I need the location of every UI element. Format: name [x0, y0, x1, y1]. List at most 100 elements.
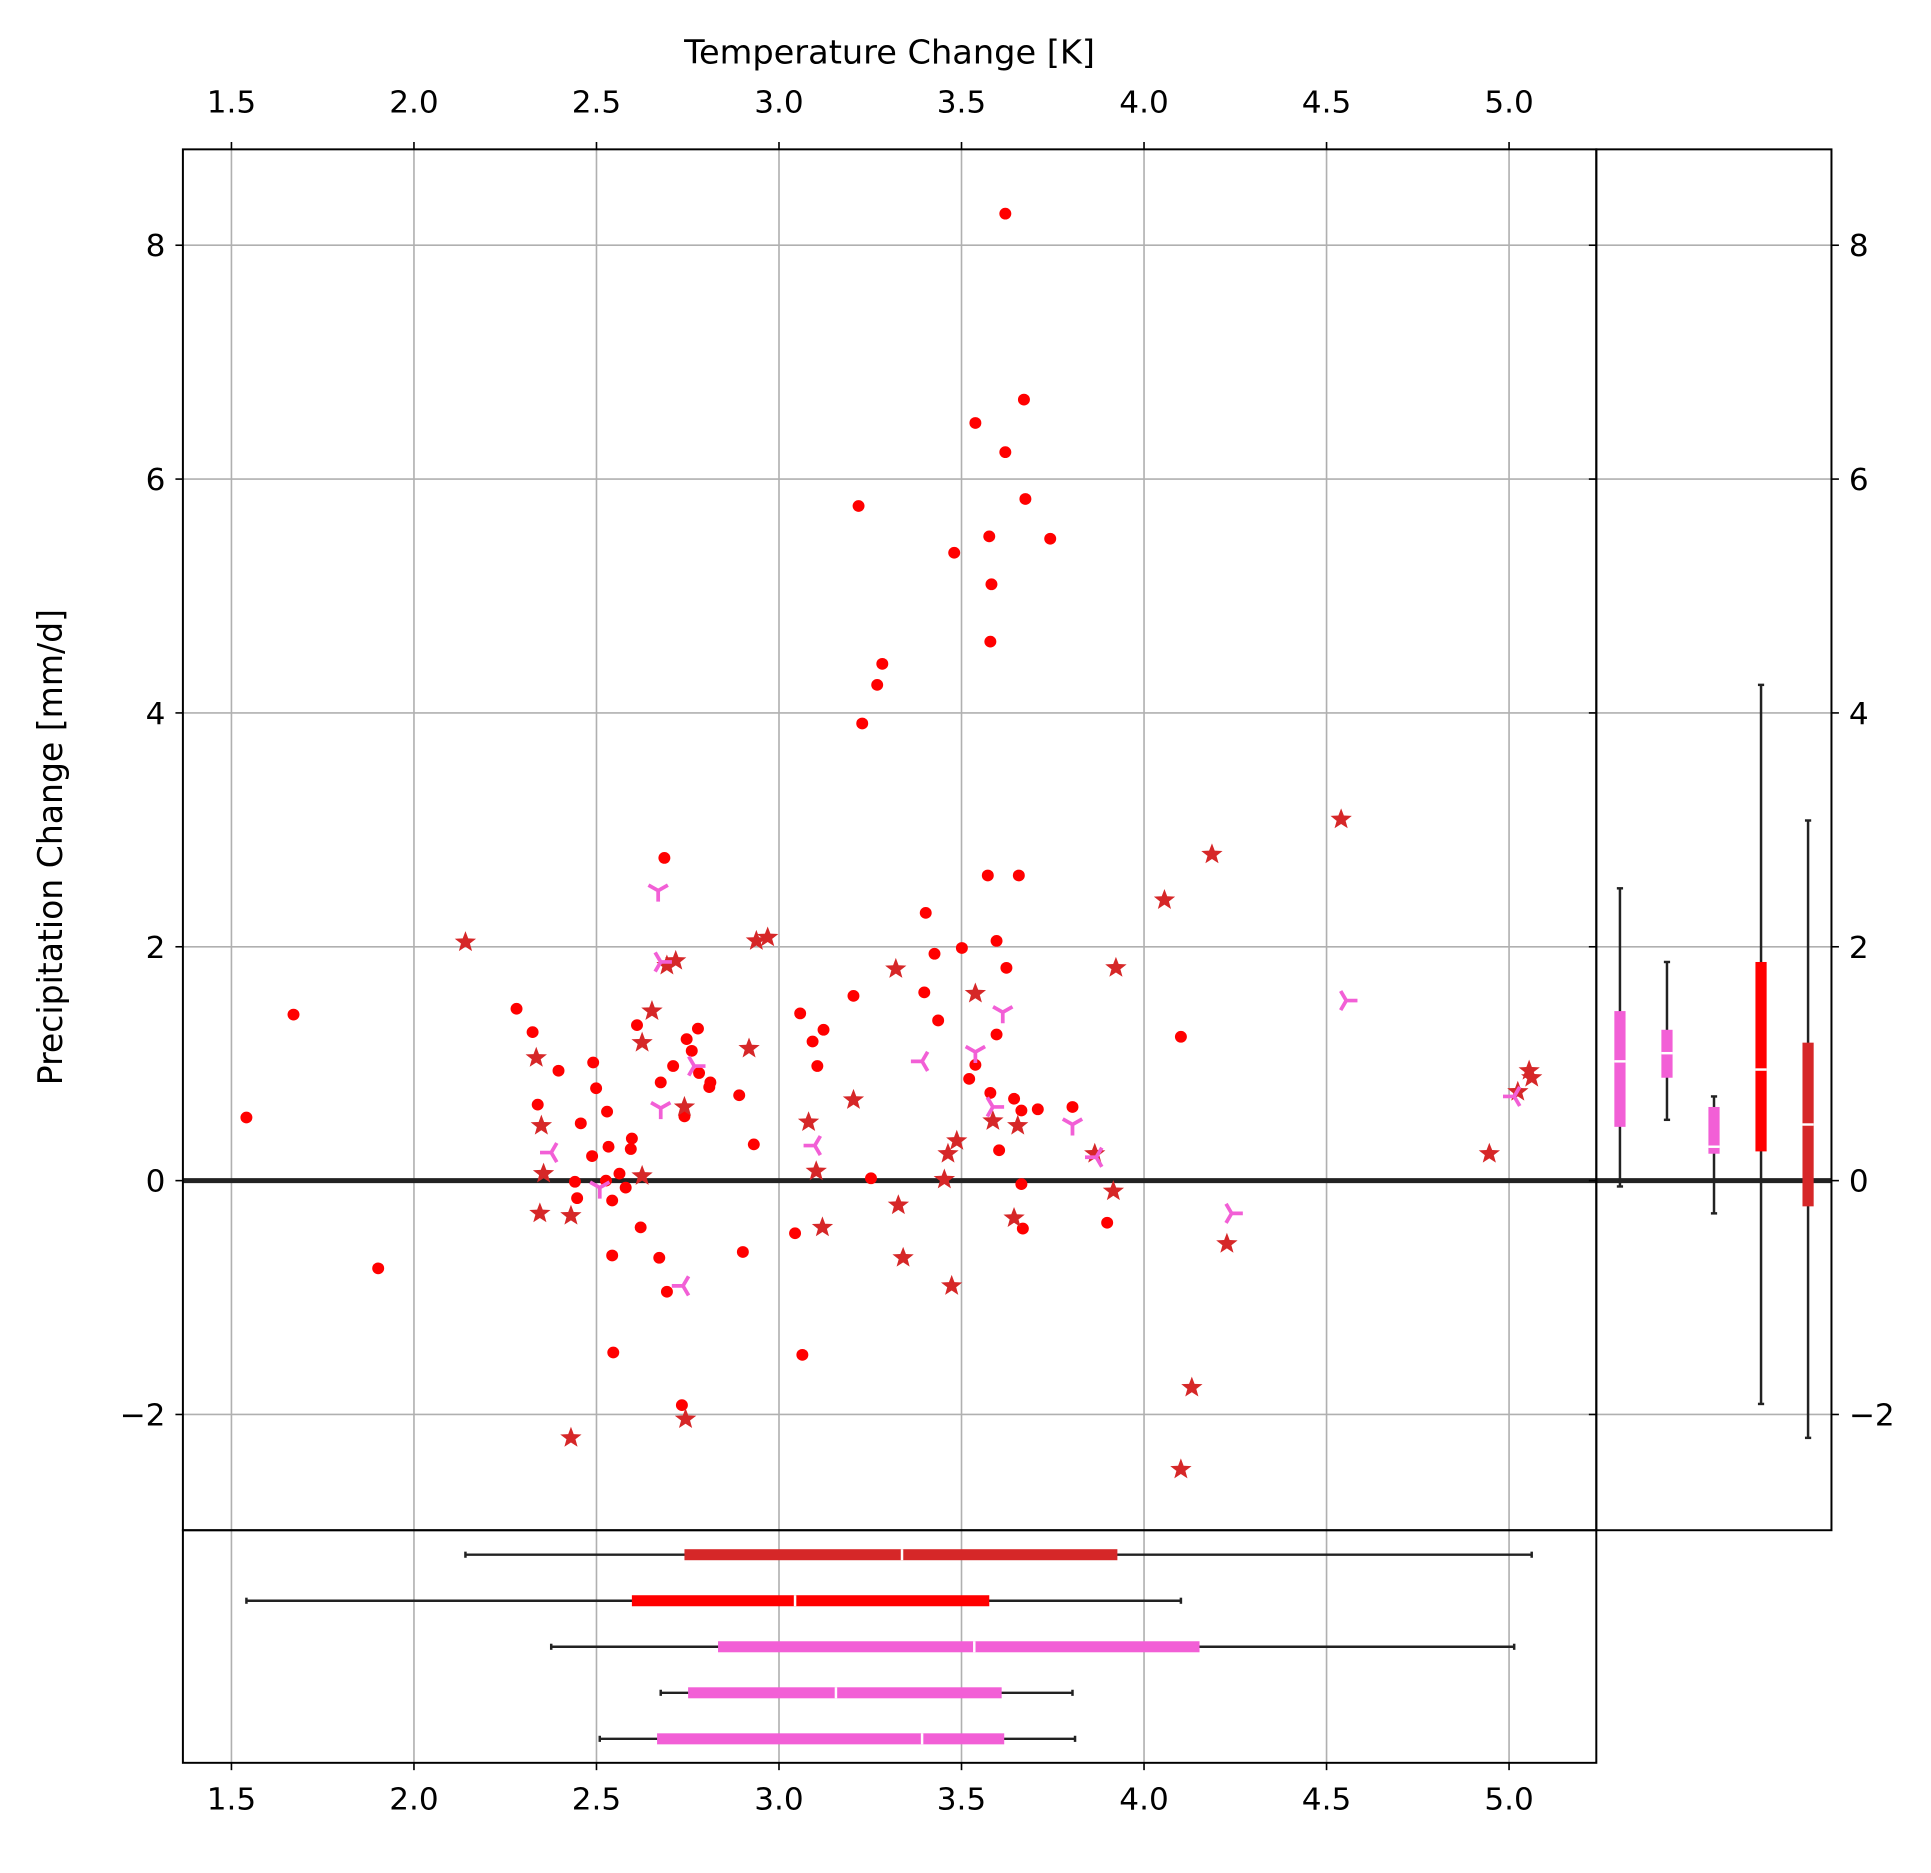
tri-marker-stroke — [687, 1055, 706, 1077]
dot-marker — [606, 1194, 619, 1207]
dot-marker — [1008, 1092, 1021, 1105]
star-marker — [1216, 1232, 1238, 1253]
dot-marker — [240, 1111, 253, 1124]
dot-marker — [602, 1140, 615, 1153]
dot-marker — [660, 1285, 673, 1298]
dot-marker — [372, 1262, 385, 1275]
dot-marker — [993, 1144, 1006, 1157]
x-tick-label-top: 1.5 — [207, 85, 256, 121]
y-tick-label-left: 2 — [146, 930, 166, 966]
dot-marker — [619, 1181, 632, 1194]
dot-marker — [789, 1227, 802, 1240]
tri-marker — [1339, 990, 1358, 1012]
bottom-box — [718, 1641, 1200, 1653]
dot-marker — [510, 1002, 523, 1015]
tri-marker-stroke — [1061, 1117, 1084, 1136]
tri-marker-stroke — [650, 1101, 672, 1120]
dot-marker — [948, 546, 961, 559]
tri-marker-stroke — [992, 1005, 1014, 1024]
dot-marker — [969, 417, 982, 429]
dot-marker — [691, 1022, 704, 1035]
y-tick-label-left: 4 — [146, 696, 166, 732]
dot-marker — [1000, 961, 1013, 974]
y-tick-label-right: 4 — [1849, 696, 1869, 732]
tri-marker — [1502, 1085, 1522, 1107]
tri-marker — [687, 1055, 706, 1077]
tri-marker — [650, 1101, 672, 1120]
star-marker — [1518, 1059, 1540, 1080]
right-box — [1708, 1106, 1720, 1154]
star-marker — [982, 1109, 1004, 1130]
right-box — [1755, 961, 1767, 1152]
dot-marker — [981, 869, 994, 882]
x-tick-label-top: 3.5 — [937, 85, 986, 121]
x-tick-label-bottom: 4.5 — [1302, 1782, 1351, 1818]
x-tick-label-top: 3.0 — [754, 85, 803, 121]
star-marker — [1105, 956, 1127, 977]
dot-marker — [586, 1150, 599, 1162]
star-marker — [1170, 1458, 1192, 1479]
star-marker — [940, 1274, 963, 1295]
tri-marker-stroke — [910, 1050, 930, 1072]
boxplots — [245, 683, 1814, 1745]
star-marker — [1003, 1207, 1025, 1227]
dot-marker — [963, 1073, 976, 1085]
x-tick-label-top: 2.0 — [389, 85, 438, 121]
x-axis-label: Temperature Change [K] — [683, 33, 1095, 72]
star-marker — [756, 926, 779, 947]
star-marker — [887, 1194, 910, 1215]
star-marker — [811, 1216, 834, 1237]
tri-marker-stroke — [1339, 990, 1358, 1012]
axes-frames — [181, 148, 1833, 1764]
dot-marker — [1019, 493, 1032, 505]
dot-marker — [531, 1098, 544, 1111]
dot-marker — [796, 1348, 809, 1361]
dot-marker — [1015, 1178, 1028, 1191]
dot-marker — [704, 1076, 717, 1089]
star-marker — [805, 1160, 827, 1181]
dot-marker — [794, 1007, 807, 1020]
tri-marker-stroke — [589, 1180, 611, 1199]
star-marker — [1330, 808, 1352, 829]
y-tick-label-right: 6 — [1849, 462, 1869, 498]
y-tick-label-right: 0 — [1849, 1164, 1869, 1200]
dot-marker — [985, 578, 998, 591]
y-tick-label-left: 8 — [146, 228, 166, 264]
star-marker — [964, 982, 987, 1003]
x-tick-label-bottom: 2.0 — [389, 1782, 438, 1818]
star-marker — [454, 931, 477, 952]
tri-marker — [540, 1142, 559, 1164]
star-marker — [842, 1088, 865, 1109]
star-marker — [631, 1031, 653, 1052]
bottom-box — [657, 1733, 1005, 1745]
y-tick-label-left: 6 — [146, 462, 166, 498]
dot-marker — [631, 1019, 643, 1031]
dot-marker — [865, 1172, 877, 1185]
star-marker — [937, 1142, 959, 1163]
star-marker — [673, 1095, 696, 1116]
star-marker — [797, 1111, 820, 1132]
tri-marker-stroke — [964, 1044, 987, 1064]
star-marker — [631, 1164, 653, 1185]
dot-marker — [999, 446, 1012, 459]
tri-marker-stroke — [1502, 1085, 1522, 1107]
bottom-box — [631, 1595, 990, 1607]
x-tick-label-bottom: 5.0 — [1484, 1782, 1533, 1818]
dot-marker — [587, 1056, 600, 1069]
dot-marker — [1017, 393, 1030, 406]
star-marker — [1153, 889, 1176, 909]
dot-marker — [983, 530, 996, 543]
dot-marker — [1031, 1103, 1044, 1116]
x-tick-label-top: 4.0 — [1119, 85, 1168, 121]
dot-marker — [871, 678, 884, 691]
star-marker — [665, 949, 687, 970]
dot-marker — [1101, 1216, 1114, 1229]
dot-marker — [574, 1117, 587, 1130]
star-marker — [946, 1129, 968, 1150]
dot-marker — [999, 207, 1012, 220]
dot-marker — [571, 1192, 584, 1205]
dot-marker — [552, 1064, 565, 1077]
star-marker — [892, 1246, 914, 1267]
dot-marker — [847, 990, 860, 1002]
